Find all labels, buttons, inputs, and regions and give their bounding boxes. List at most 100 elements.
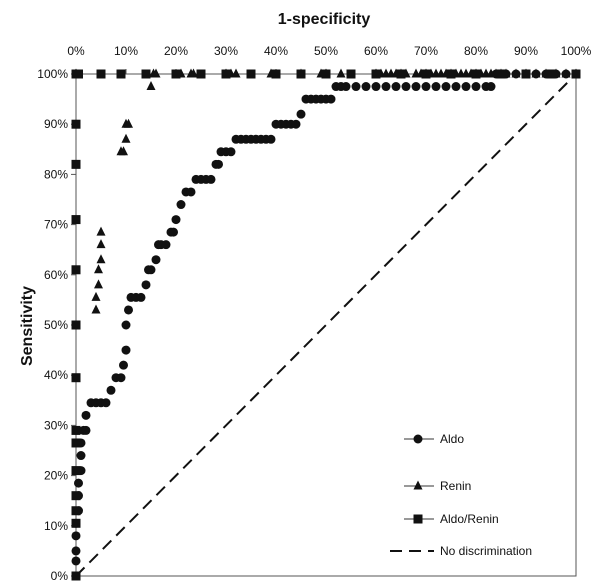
x-tick-label: 10% — [114, 44, 138, 58]
x-tick-label: 80% — [464, 44, 488, 58]
data-point-aldo — [381, 82, 391, 92]
data-point-aldo — [146, 265, 156, 275]
data-point-renin — [94, 279, 103, 289]
data-point-aldo-renin — [271, 69, 281, 79]
x-axis-title: 1-specificity — [278, 11, 371, 28]
data-point-aldo-renin — [346, 69, 356, 79]
data-point-aldo — [106, 385, 116, 395]
data-point-aldo — [441, 82, 451, 92]
x-tick-label: 20% — [164, 44, 188, 58]
data-point-aldo-renin — [496, 69, 506, 79]
y-tick-label: 80% — [44, 167, 68, 181]
x-tick-label: 70% — [414, 44, 438, 58]
data-point-renin — [119, 146, 128, 156]
data-point-aldo — [461, 82, 471, 92]
data-point-aldo — [186, 187, 196, 197]
y-tick-label: 50% — [44, 318, 68, 332]
data-point-aldo — [101, 398, 111, 408]
data-point-aldo — [471, 82, 481, 92]
data-point-aldo-renin — [71, 265, 81, 275]
data-point-aldo — [151, 255, 161, 265]
data-point-aldo-renin — [571, 69, 581, 79]
data-point-aldo-renin — [521, 69, 531, 79]
data-point-renin — [336, 68, 346, 78]
x-tick-label: 60% — [364, 44, 388, 58]
data-point-aldo — [71, 556, 81, 566]
data-point-renin — [91, 304, 101, 314]
data-point-aldo-renin — [471, 69, 481, 79]
data-point-aldo-renin — [171, 69, 181, 79]
data-point-aldo — [176, 200, 186, 210]
data-point-aldo — [74, 478, 83, 488]
data-point-aldo — [371, 82, 381, 92]
y-tick-label: 40% — [44, 368, 68, 382]
data-point-aldo-renin — [71, 438, 81, 448]
data-point-renin — [124, 118, 133, 128]
data-point-aldo — [81, 410, 91, 420]
data-point-aldo — [116, 373, 126, 383]
data-point-aldo — [121, 320, 131, 330]
legend-label-aldo: Aldo — [440, 432, 464, 446]
data-point-aldo-renin — [74, 69, 83, 79]
data-point-aldo — [214, 159, 223, 169]
data-point-aldo — [351, 82, 361, 92]
data-point-aldo-renin — [71, 466, 81, 476]
data-point-aldo-renin — [396, 69, 406, 79]
legend-marker-renin — [413, 480, 423, 490]
data-point-aldo-renin — [71, 506, 81, 516]
data-point-aldo-renin — [71, 119, 81, 129]
data-point-aldo — [401, 82, 411, 92]
x-tick-label: 40% — [264, 44, 288, 58]
data-point-renin — [96, 239, 106, 249]
no-discrimination-line — [75, 73, 577, 577]
data-point-aldo-renin — [71, 425, 81, 435]
data-point-renin — [96, 254, 106, 264]
data-point-aldo — [431, 82, 441, 92]
y-tick-label: 0% — [51, 569, 69, 583]
data-point-aldo — [124, 305, 133, 315]
data-point-renin — [189, 68, 198, 78]
data-point-aldo — [81, 425, 91, 435]
legend-marker-aldo-renin — [413, 514, 423, 524]
y-tick-label: 20% — [44, 469, 68, 483]
data-point-aldo — [171, 215, 181, 225]
data-point-aldo-renin — [421, 69, 431, 79]
x-tick-label: 100% — [561, 44, 592, 58]
data-point-renin — [511, 68, 521, 78]
data-point-aldo-renin — [71, 491, 81, 501]
data-point-aldo — [71, 546, 81, 556]
data-point-renin — [94, 264, 103, 274]
data-point-aldo-renin — [321, 69, 331, 79]
data-point-aldo — [391, 82, 401, 92]
y-tick-label: 60% — [44, 268, 68, 282]
legend-label-renin: Renin — [440, 479, 471, 493]
data-point-aldo — [71, 531, 81, 541]
data-point-renin — [531, 68, 541, 78]
data-point-aldo-renin — [71, 215, 81, 225]
data-point-renin — [91, 291, 101, 301]
data-point-aldo — [169, 227, 178, 237]
data-point-aldo — [296, 109, 306, 119]
x-tick-label: 0% — [67, 44, 85, 58]
y-axis-title: Sensitivity — [19, 286, 36, 366]
data-point-aldo-renin — [71, 320, 81, 330]
data-point-renin — [231, 68, 241, 78]
data-point-renin — [146, 81, 156, 91]
data-point-aldo — [121, 345, 131, 355]
data-point-aldo — [76, 451, 86, 461]
data-point-aldo-renin — [96, 69, 106, 79]
data-point-aldo — [136, 292, 146, 302]
data-point-aldo-renin — [221, 69, 231, 79]
data-point-aldo — [161, 240, 171, 250]
data-point-aldo-renin — [71, 159, 81, 169]
data-point-aldo-renin — [116, 69, 126, 79]
data-point-aldo-renin — [71, 518, 81, 528]
y-tick-label: 10% — [44, 519, 68, 533]
plot-area: 0% 10% 20% 30% 40% 50% 60% 70% 80% 90% 100% 0% 10% 20… — [37, 44, 591, 583]
data-point-aldo — [411, 82, 421, 92]
data-point-aldo — [141, 280, 151, 290]
x-tick-label: 30% — [214, 44, 238, 58]
data-point-aldo — [341, 82, 351, 92]
legend-label-aldo-renin: Aldo/Renin — [440, 512, 499, 526]
